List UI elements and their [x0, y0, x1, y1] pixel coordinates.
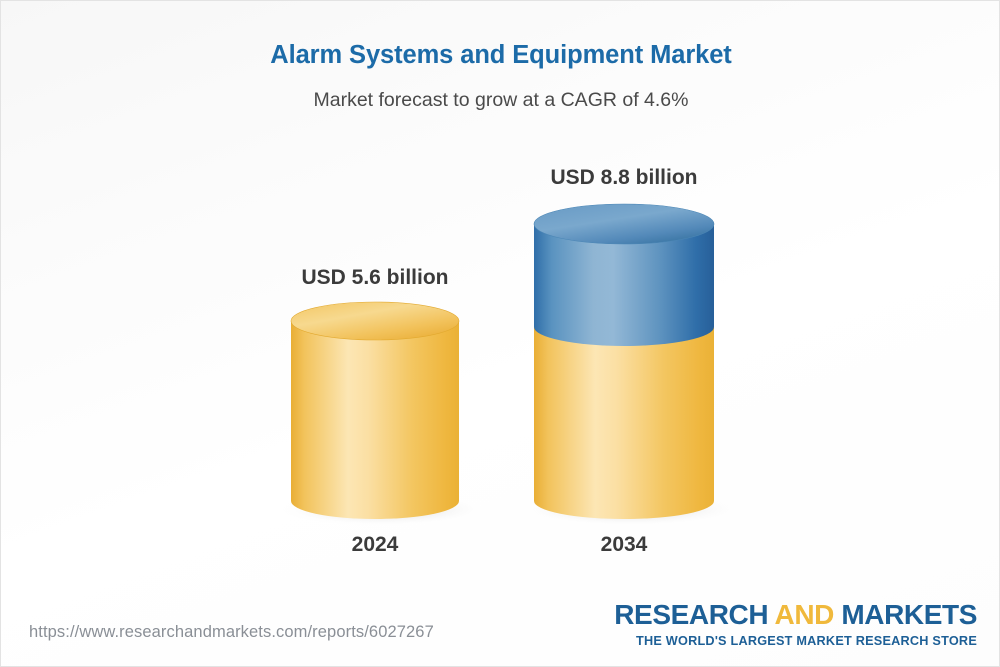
cylinder-base-segment-2034	[534, 327, 714, 519]
value-label-2024: USD 5.6 billion	[301, 266, 449, 289]
cylinder-2024	[279, 301, 487, 526]
logo-word-and: AND	[768, 599, 842, 630]
cylinder-top-cap-2024	[290, 301, 460, 341]
logo-word-markets: MARKETS	[841, 599, 977, 630]
category-label-2034: 2034	[600, 533, 648, 556]
brand-logo[interactable]: RESEARCH AND MARKETS THE WORLD'S LARGEST…	[614, 601, 977, 648]
cylinder-growth-segment-2034	[534, 224, 714, 346]
cylinder-2034	[520, 203, 740, 526]
logo-word-research: RESEARCH	[614, 599, 769, 630]
source-url[interactable]: https://www.researchandmarkets.com/repor…	[29, 623, 434, 641]
page-title: Alarm Systems and Equipment Market	[270, 41, 732, 69]
cylinder-body-2024	[291, 321, 459, 519]
logo-tagline: THE WORLD'S LARGEST MARKET RESEARCH STOR…	[636, 634, 977, 648]
chart-subtitle: Market forecast to grow at a CAGR of 4.6…	[313, 89, 689, 111]
cylinder-top-cap-2034	[533, 203, 715, 245]
plot-area: USD 5.6 billion	[1, 1, 999, 591]
logo-wordmark: RESEARCH AND MARKETS	[614, 601, 977, 629]
category-label-2024: 2024	[351, 533, 399, 556]
value-label-2034: USD 8.8 billion	[550, 166, 698, 189]
